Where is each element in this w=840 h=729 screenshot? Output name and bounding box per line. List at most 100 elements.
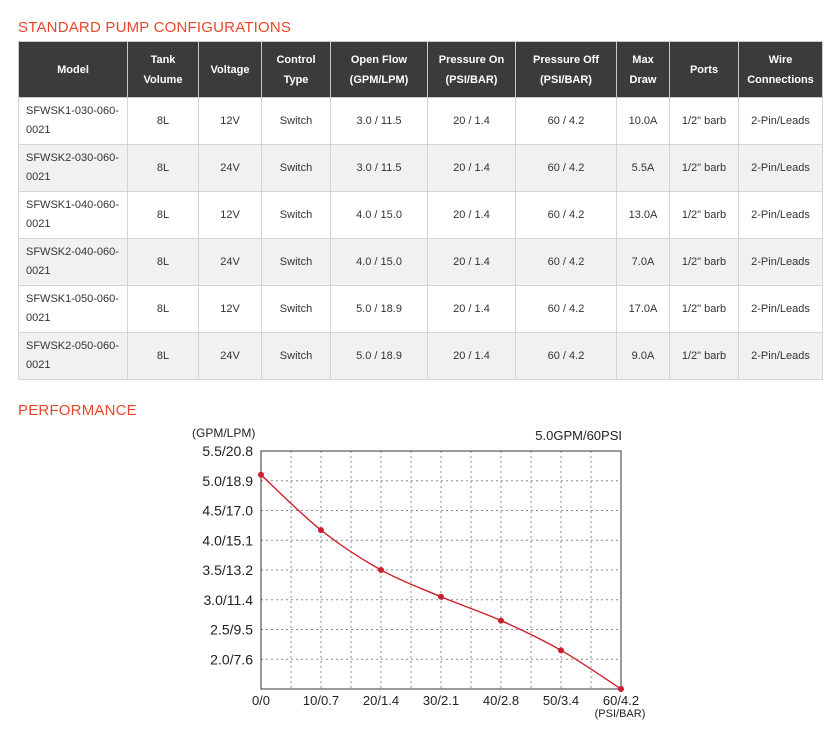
plot-frame [260, 450, 622, 690]
x-tick-label: 60/4.2 [603, 693, 639, 708]
y-tick-label: 3.5/13.2 [202, 562, 253, 578]
column-header-text: Control [276, 53, 316, 66]
column-header-text: Connections [747, 73, 814, 86]
column-header-text: Wire [768, 53, 793, 66]
model-text: SFWSK2-030-060- [26, 152, 119, 164]
table-cell: 20 / 1.4 [427, 285, 516, 333]
y-tick-label: 3.0/11.4 [203, 592, 253, 608]
table-cell: 3.0 / 11.5 [330, 97, 428, 145]
table-cell: 9.0A [616, 332, 670, 380]
table-cell: 1/2" barb [669, 97, 739, 145]
x-tick-label: 10/0.7 [303, 693, 339, 708]
y-tick-label: 5.0/18.9 [202, 473, 253, 489]
column-header-text: Ports [689, 63, 719, 76]
column-header: Control Type [261, 41, 331, 98]
table-cell: SFWSK2-050-060- 0021 [18, 332, 128, 380]
column-header: Pressure Off (PSI/BAR) [515, 41, 617, 98]
table-cell: 20 / 1.4 [427, 144, 516, 192]
x-tick-label: 0/0 [252, 693, 270, 708]
table-cell: 4.0 / 15.0 [330, 238, 428, 286]
y-tick-label: 4.5/17.0 [202, 503, 253, 519]
chart-title: 5.0GPM/60PSI [535, 428, 622, 443]
table-cell: 12V [198, 191, 262, 239]
table-row: SFWSK2-030-060- 0021 8L 24V Switch 3.0 / 11.5… [18, 144, 823, 192]
model-text: 0021 [26, 359, 51, 371]
table-cell: 24V [198, 144, 262, 192]
table-cell: 17.0A [616, 285, 670, 333]
table-cell: 60 / 4.2 [515, 238, 617, 286]
table-row: SFWSK1-040-060- 0021 8L 12V Switch 4.0 / 15.0… [18, 191, 823, 239]
column-header: Tank Volume [127, 41, 199, 98]
table-cell: 2-Pin/Leads [738, 144, 823, 192]
column-header-text: (PSI/BAR) [445, 73, 498, 86]
column-header-text: Pressure Off [532, 53, 600, 66]
table-cell: SFWSK1-030-060- 0021 [18, 97, 128, 145]
x-axis-label: (PSI/BAR) [595, 708, 646, 720]
column-header: Pressure On (PSI/BAR) [427, 41, 516, 98]
table-cell: SFWSK1-040-060- 0021 [18, 191, 128, 239]
model-text: SFWSK1-050-060- [26, 293, 119, 305]
table-header-row: Model Tank Volume Voltage Control Type Open Fl… [18, 41, 823, 98]
table-row: SFWSK1-050-060- 0021 8L 12V Switch 5.0 / 18.9… [18, 285, 823, 333]
column-header-text: Volume [143, 73, 183, 86]
column-header-text: Draw [629, 73, 657, 86]
table-cell: 13.0A [616, 191, 670, 239]
table-cell: 24V [198, 332, 262, 380]
column-header-text: Open Flow [350, 53, 408, 66]
table-cell: 8L [127, 238, 199, 286]
table-row: SFWSK2-050-060- 0021 8L 24V Switch 5.0 / 18.9… [18, 332, 823, 380]
model-text: 0021 [26, 124, 51, 136]
x-tick-label: 20/1.4 [363, 693, 399, 708]
table-cell: 3.0 / 11.5 [330, 144, 428, 192]
table-cell: 20 / 1.4 [427, 191, 516, 239]
y-tick-label: 2.5/9.5 [210, 622, 253, 638]
model-text: 0021 [26, 265, 51, 277]
table-row: SFWSK2-040-060- 0021 8L 24V Switch 4.0 / 15.0… [18, 238, 823, 286]
data-point [438, 593, 444, 600]
table-cell: 12V [198, 285, 262, 333]
y-tick-label: 4.0/15.1 [202, 532, 253, 548]
table-cell: 20 / 1.4 [427, 238, 516, 286]
table-cell: 24V [198, 238, 262, 286]
table-cell: 8L [127, 191, 199, 239]
column-header-text: (PSI/BAR) [540, 73, 592, 86]
table-cell: 60 / 4.2 [515, 285, 617, 333]
table-cell: 4.0 / 15.0 [330, 191, 428, 239]
table-cell: 8L [127, 144, 199, 192]
table-cell: 60 / 4.2 [515, 191, 617, 239]
pump-configurations-table: Model Tank Volume Voltage Control Type Open Fl… [18, 41, 823, 380]
x-tick-label: 50/3.4 [543, 693, 579, 708]
data-point [318, 527, 324, 534]
table-cell: Switch [261, 238, 331, 286]
data-point [498, 617, 504, 624]
table-cell: 8L [127, 285, 199, 333]
x-tick-label: 30/2.1 [423, 693, 459, 708]
model-text: 0021 [26, 218, 51, 230]
table-cell: 5.5A [616, 144, 670, 192]
table-cell: 20 / 1.4 [427, 97, 516, 145]
model-text: SFWSK2-050-060- [26, 340, 119, 352]
model-text: 0021 [26, 171, 51, 183]
y-tick-label: 5.5/20.8 [202, 443, 253, 459]
table-cell: 12V [198, 97, 262, 145]
column-header-text: Voltage [210, 63, 250, 76]
table-cell: Switch [261, 332, 331, 380]
configurations-title: STANDARD PUMP CONFIGURATIONS [18, 19, 292, 36]
data-point [558, 647, 564, 654]
x-tick-label: 40/2.8 [483, 693, 519, 708]
table-cell: 5.0 / 18.9 [330, 285, 428, 333]
table-cell: 2-Pin/Leads [738, 332, 823, 380]
column-header-text: Model [57, 63, 89, 76]
table-cell: 60 / 4.2 [515, 332, 617, 380]
data-point [618, 686, 624, 692]
column-header-text: Tank [150, 53, 176, 66]
y-axis-label: (GPM/LPM) [192, 426, 255, 440]
table-cell: 5.0 / 18.9 [330, 332, 428, 380]
column-header: Voltage [198, 41, 262, 98]
column-header-text: (GPM/LPM) [349, 73, 409, 86]
table-row: SFWSK1-030-060- 0021 8L 12V Switch 3.0 / 11.5… [18, 97, 823, 145]
column-header-text: Max [632, 53, 654, 66]
performance-title: PERFORMANCE [18, 402, 137, 419]
table-cell: SFWSK2-030-060- 0021 [18, 144, 128, 192]
